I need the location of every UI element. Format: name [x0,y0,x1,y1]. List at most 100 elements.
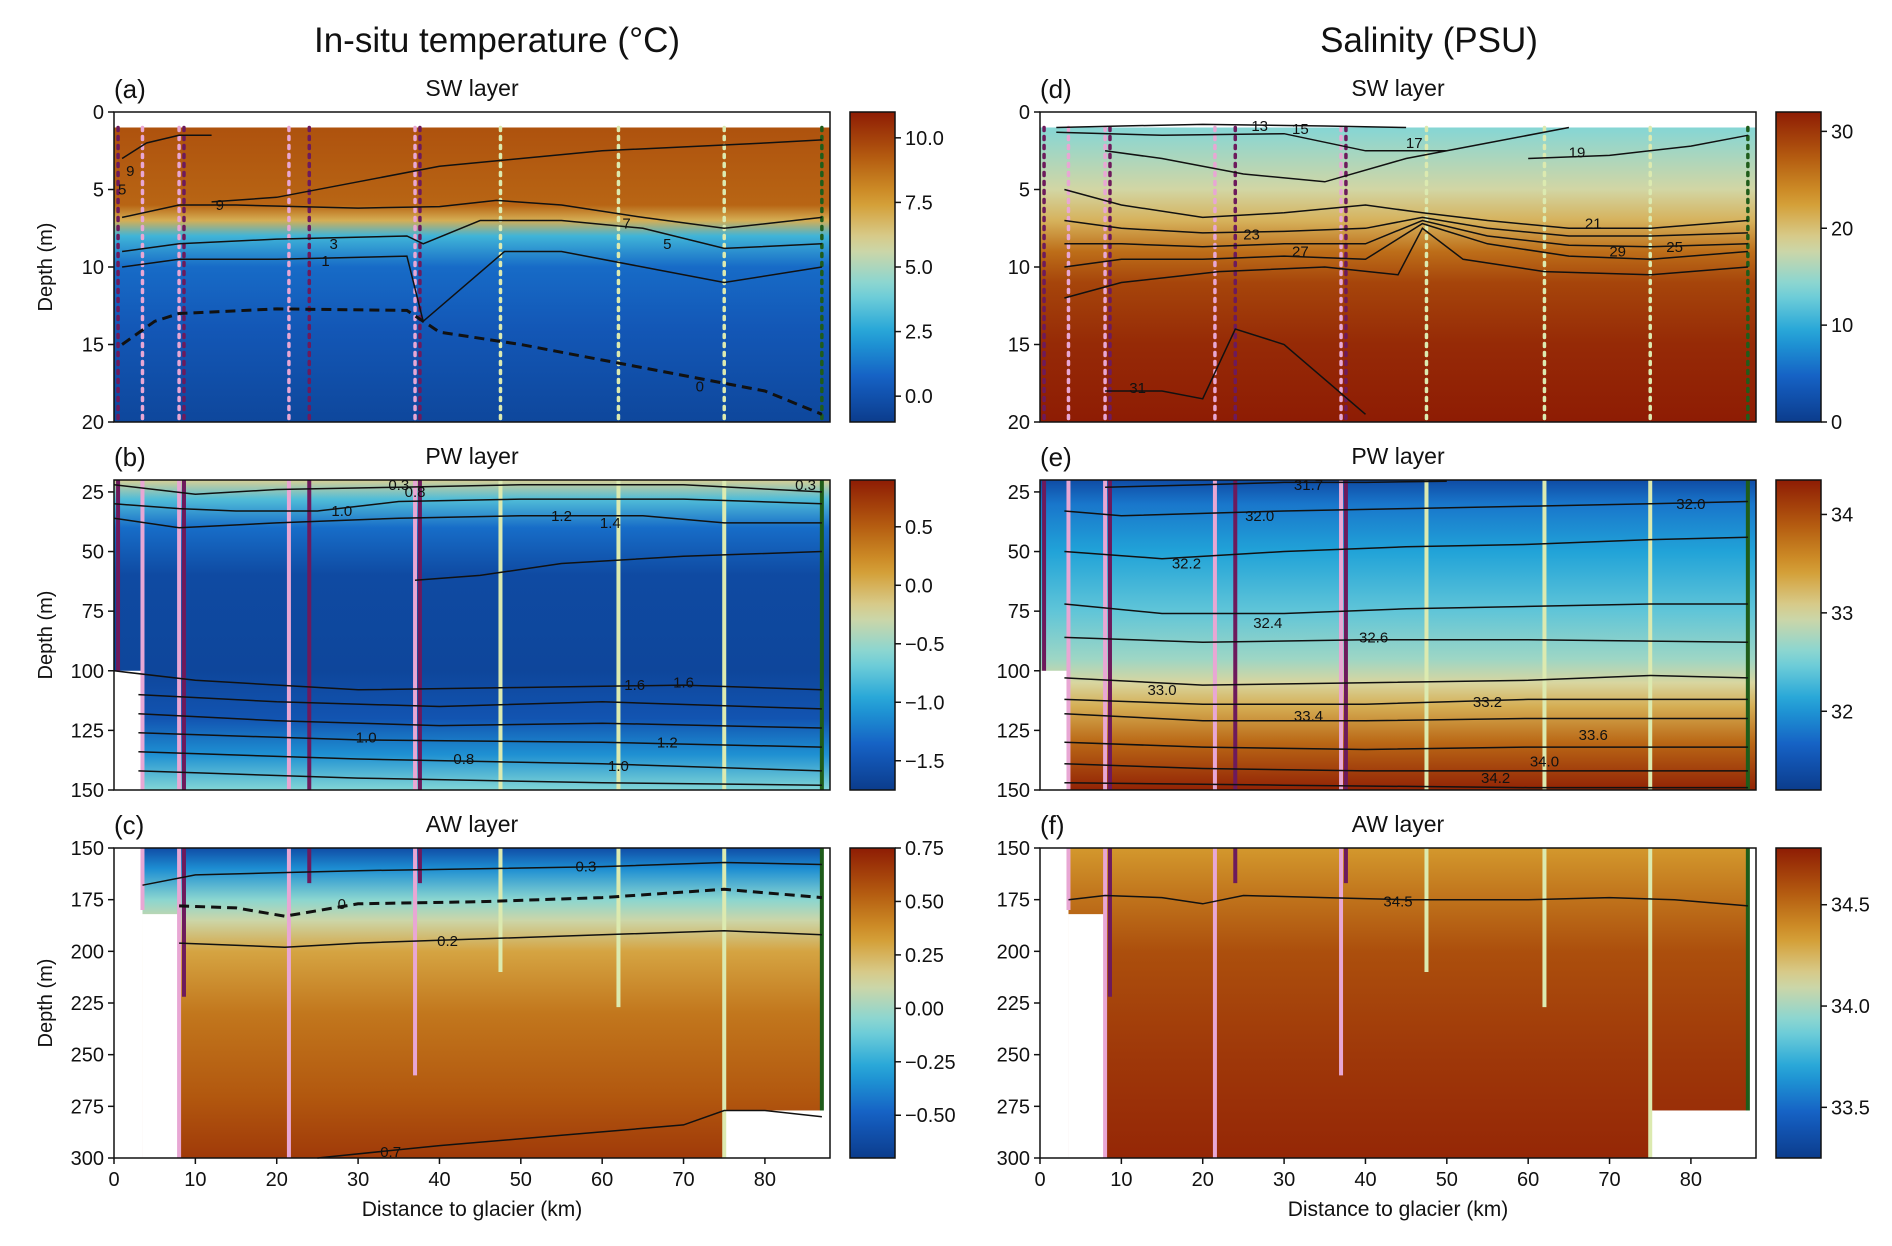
contour-label: 0.3 [575,859,596,876]
no-data-area [114,848,143,1158]
contour-label: 1.6 [624,677,645,694]
y-axis-label: Depth (m) [35,959,57,1048]
x-axis-label: Distance to glacier (km) [362,1198,583,1221]
contour-line [121,219,822,253]
panel-subtitle: SW layer [425,75,519,101]
contour-label: 29 [1609,244,1626,261]
x-tick-label: 40 [428,1169,450,1191]
panel-subtitle: AW layer [426,811,519,837]
y-tick-label: 125 [71,720,104,742]
colorbar-tick-label: 0.5 [905,517,933,539]
contour-line [138,770,822,786]
contour-line [113,670,822,691]
contour-line [1105,328,1366,415]
contour-label: 34.2 [1481,770,1510,787]
y-tick-label: 300 [997,1148,1030,1170]
y-tick-label: 225 [71,993,104,1015]
contour-line [211,139,822,203]
colorbar-tick-label: 10.0 [905,128,944,150]
y-tick-label: 25 [1008,482,1030,504]
y-tick-label: 20 [1008,412,1030,434]
panel-subtitle: AW layer [1352,811,1445,837]
x-tick-label: 80 [1680,1169,1702,1191]
y-tick-label: 150 [997,838,1030,860]
y-tick-label: 150 [997,780,1030,802]
colorbar-tick-label: 0.0 [905,386,933,408]
x-tick-label: 20 [1192,1169,1214,1191]
y-tick-label: 0 [93,102,104,124]
panel-subtitle: PW layer [425,443,519,469]
contour-label: 27 [1292,244,1309,261]
contour-line [414,550,822,581]
contour-label: 33.2 [1473,694,1502,711]
heatmap-field [1040,480,1756,790]
x-tick-label: 0 [1034,1169,1045,1191]
contour-label: 21 [1585,216,1602,233]
y-tick-label: 200 [71,941,104,963]
x-tick-label: 50 [1436,1169,1458,1191]
panel-subtitle: PW layer [1351,443,1445,469]
contour-label: 1.4 [600,515,621,532]
colorbar-tick-label: 34.5 [1831,895,1870,917]
colorbar-tick-label: 20 [1831,218,1853,240]
x-tick-label: 50 [510,1169,532,1191]
no-data-area [1068,914,1106,1158]
contour-label: 34.0 [1530,753,1559,770]
y-tick-label: 20 [82,412,104,434]
plot-frame [1039,479,1757,791]
no-data-area [1747,848,1756,1158]
panel-e: 31.7 32.0 32.0 32.2 32.4 32.6 33.0 33.4 33.2 33.6… [997,442,1854,802]
colorbar-tick-label: −1.5 [905,751,944,773]
y-tick-label: 15 [82,335,104,357]
x-tick-label: 0 [108,1169,119,1191]
x-tick-label: 30 [1273,1169,1295,1191]
contour-line [138,732,822,748]
x-tick-label: 40 [1354,1169,1376,1191]
x-tick-label: 60 [1517,1169,1539,1191]
x-tick-label: 10 [184,1169,206,1191]
x-tick-label: 70 [672,1169,694,1191]
contour-label: 1.6 [673,675,694,692]
contour-label: 34.5 [1383,894,1412,911]
panel-letter: (a) [114,74,146,104]
y-tick-label: 10 [1008,257,1030,279]
contour-label: 33.0 [1147,682,1176,699]
contour-label: 17 [1406,135,1423,152]
colorbar-tick-label: 0.00 [905,998,944,1020]
y-tick-label: 175 [997,890,1030,912]
contour-label: 1.2 [657,734,678,751]
contour-line [142,861,822,886]
contour-label: 1.2 [551,508,572,525]
contour-line [1064,763,1748,772]
y-tick-label: 100 [997,661,1030,683]
y-tick-label: 125 [997,720,1030,742]
colorbar-tick-label: 5.0 [905,257,933,279]
contour-line [1064,603,1748,615]
contour-label: 32.4 [1253,615,1282,632]
contour-label: 7 [622,216,630,233]
colorbar [849,847,896,1159]
y-tick-label: 50 [82,542,104,564]
y-tick-label: 75 [82,601,104,623]
contour-label: 23 [1243,226,1260,243]
contour-label: 1.0 [356,730,377,747]
panel-letter: (d) [1040,74,1072,104]
contour-line [1064,536,1748,560]
contour-line [138,751,822,772]
x-tick-label: 20 [266,1169,288,1191]
x-tick-label: 70 [1598,1169,1620,1191]
y-tick-label: 275 [997,1096,1030,1118]
colorbar-tick-label: 32 [1831,701,1853,723]
colorbar-tick-label: 34.0 [1831,996,1870,1018]
y-tick-label: 150 [71,780,104,802]
heatmap-field [114,127,830,422]
colorbar-tick-label: 33 [1831,603,1853,625]
contour-label: 3 [330,236,338,253]
title-temperature: In-situ temperature (°C) [314,21,680,60]
contour-line [1056,131,1447,152]
contour-label: 5 [118,182,126,199]
